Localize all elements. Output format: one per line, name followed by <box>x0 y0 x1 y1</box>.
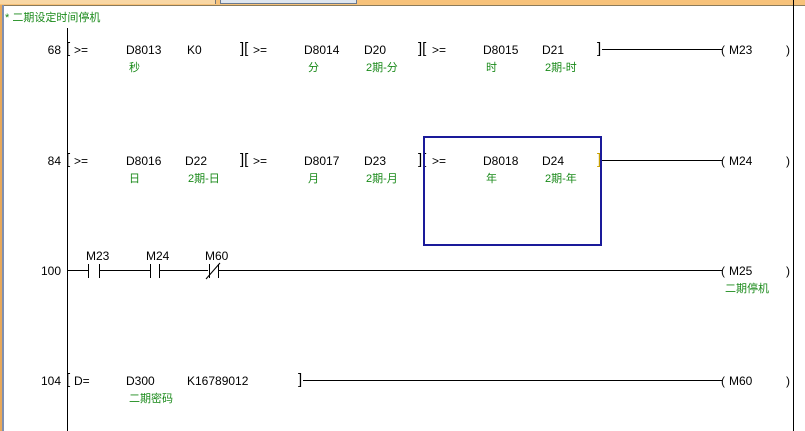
coil-device[interactable]: M23 <box>729 43 753 57</box>
cursor-selection-box[interactable] <box>423 136 602 246</box>
compare-bracket: ][ <box>240 151 249 168</box>
left-power-rail <box>67 28 68 431</box>
device-comment: 2期-分 <box>366 62 398 74</box>
operand-s2[interactable]: D22 <box>185 154 208 168</box>
compare-bracket: [ <box>66 40 71 57</box>
compare-bracket: ] <box>597 151 602 168</box>
window-tab[interactable] <box>220 0 357 4</box>
coil-device[interactable]: M60 <box>729 374 753 388</box>
compare-bracket: ][ <box>418 151 427 168</box>
coil-open: ( <box>721 374 725 388</box>
compare-op: D= <box>74 374 90 388</box>
wire <box>67 270 722 271</box>
wire <box>303 380 722 381</box>
coil-device[interactable]: M24 <box>729 154 753 168</box>
device-comment: 年 <box>486 173 497 185</box>
coil-close: ) <box>786 374 790 388</box>
contact-label: M24 <box>146 249 170 263</box>
device-comment: 2期-年 <box>545 173 577 185</box>
window-border <box>0 5 4 431</box>
operand-s2[interactable]: D24 <box>542 154 565 168</box>
operand-s2[interactable]: D20 <box>364 43 387 57</box>
normally-closed-contact-icon[interactable] <box>205 262 221 280</box>
compare-bracket: ] <box>597 40 602 57</box>
compare-op: >= <box>253 154 268 168</box>
operand-s2[interactable]: K16789012 <box>187 374 249 388</box>
compare-bracket: [ <box>66 371 71 388</box>
step-number: 104 <box>40 374 61 388</box>
operand-s2[interactable]: D23 <box>364 154 387 168</box>
device-comment: 日 <box>129 173 140 185</box>
step-number: 68 <box>47 43 61 57</box>
normally-open-contact-icon[interactable] <box>88 264 100 278</box>
coil-close: ) <box>786 264 790 278</box>
wire <box>602 160 722 161</box>
coil-close: ) <box>786 43 790 57</box>
step-number: 84 <box>47 154 61 168</box>
contact-label: M23 <box>86 249 110 263</box>
compare-op: >= <box>432 154 447 168</box>
coil-close: ) <box>786 154 790 168</box>
compare-op: >= <box>74 154 89 168</box>
device-comment: 秒 <box>129 62 140 74</box>
operand-s1[interactable]: D8016 <box>126 154 162 168</box>
device-comment: 2期-月 <box>366 173 398 185</box>
device-comment: 时 <box>486 62 497 74</box>
operand-s1[interactable]: D8015 <box>483 43 519 57</box>
compare-bracket: ][ <box>240 40 249 57</box>
operand-s1[interactable]: D8013 <box>126 43 162 57</box>
step-number: 100 <box>40 264 61 278</box>
device-comment: 分 <box>308 62 319 74</box>
device-comment: 二期密码 <box>129 393 173 405</box>
operand-s1[interactable]: D8014 <box>304 43 340 57</box>
device-comment: 2期-时 <box>545 62 577 74</box>
operand-s1[interactable]: D8017 <box>304 154 340 168</box>
coil-open: ( <box>721 154 725 168</box>
coil-device[interactable]: M25 <box>729 264 753 278</box>
device-comment: 月 <box>308 173 319 185</box>
operand-s2[interactable]: D21 <box>542 43 565 57</box>
window-tab-active[interactable] <box>0 0 216 4</box>
operand-s1[interactable]: D300 <box>126 374 155 388</box>
compare-bracket: ] <box>298 371 303 388</box>
compare-op: >= <box>253 43 268 57</box>
compare-op: >= <box>74 43 89 57</box>
coil-open: ( <box>721 43 725 57</box>
window-title-strip <box>0 0 805 6</box>
wire <box>602 49 722 50</box>
contact-label: M60 <box>205 249 229 263</box>
normally-open-contact-icon[interactable] <box>150 264 160 278</box>
device-comment: 二期停机 <box>725 283 769 295</box>
statement-comment: * 二期设定时间停机 <box>5 12 101 24</box>
operand-s2[interactable]: K0 <box>187 43 202 57</box>
operand-s1[interactable]: D8018 <box>483 154 519 168</box>
compare-op: >= <box>432 43 447 57</box>
coil-open: ( <box>721 264 725 278</box>
compare-bracket: [ <box>66 151 71 168</box>
right-power-rail <box>793 0 794 431</box>
device-comment: 2期-日 <box>188 173 220 185</box>
compare-bracket: ][ <box>418 40 427 57</box>
